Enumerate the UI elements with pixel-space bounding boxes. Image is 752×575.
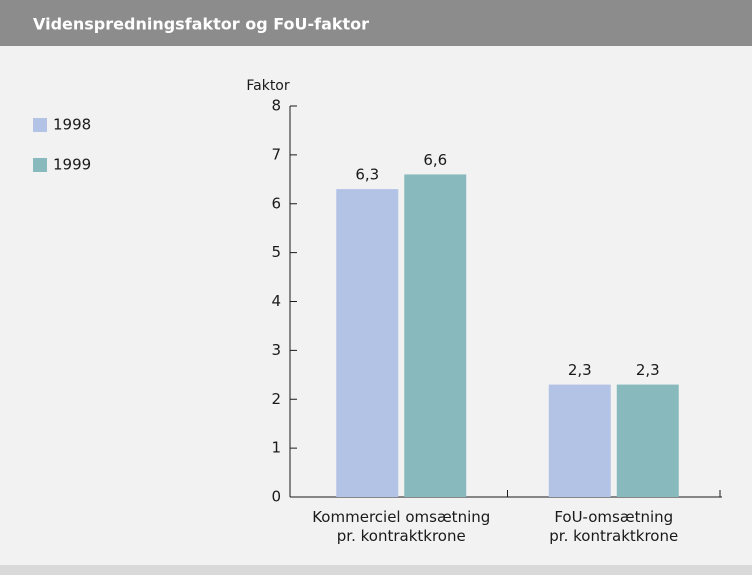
value-label: 6,6 [423,151,447,169]
x-tick-label-line: pr. kontraktkrone [549,527,678,545]
footer-bar [0,565,752,575]
bar [404,174,467,498]
x-tick-label-line: Kommerciel omsætning [312,508,490,526]
legend-label: 1999 [53,156,91,174]
legend-label: 1998 [53,116,91,134]
bar [336,189,399,497]
y-tick-label: 0 [271,488,281,506]
x-tick-label: Kommerciel omsætning pr. kontraktkrone [312,508,490,545]
y-tick-label: 6 [271,194,281,212]
y-tick-label: 8 [271,97,281,115]
y-tick-label: 4 [271,292,281,310]
value-label: 2,3 [568,361,592,379]
bar [548,384,611,497]
value-label: 2,3 [636,361,660,379]
bar [616,384,679,497]
chart-title: Videnspredningsfaktor og FoU-faktor [33,15,369,34]
header-bar [0,0,752,46]
value-label: 6,3 [355,166,379,184]
x-tick-label: FoU-omsætning pr. kontraktkrone [549,508,678,545]
x-tick-label-line: FoU-omsætning [554,508,673,526]
y-tick-label: 1 [271,439,281,457]
y-tick-label: 7 [271,145,281,163]
x-tick-label-line: pr. kontraktkrone [337,527,466,545]
legend-swatch [33,158,47,172]
y-axis-label: Faktor [246,78,290,94]
y-tick-label: 2 [271,390,281,408]
legend-swatch [33,118,47,132]
y-tick-label: 3 [271,341,281,359]
y-tick-label: 5 [271,243,281,261]
